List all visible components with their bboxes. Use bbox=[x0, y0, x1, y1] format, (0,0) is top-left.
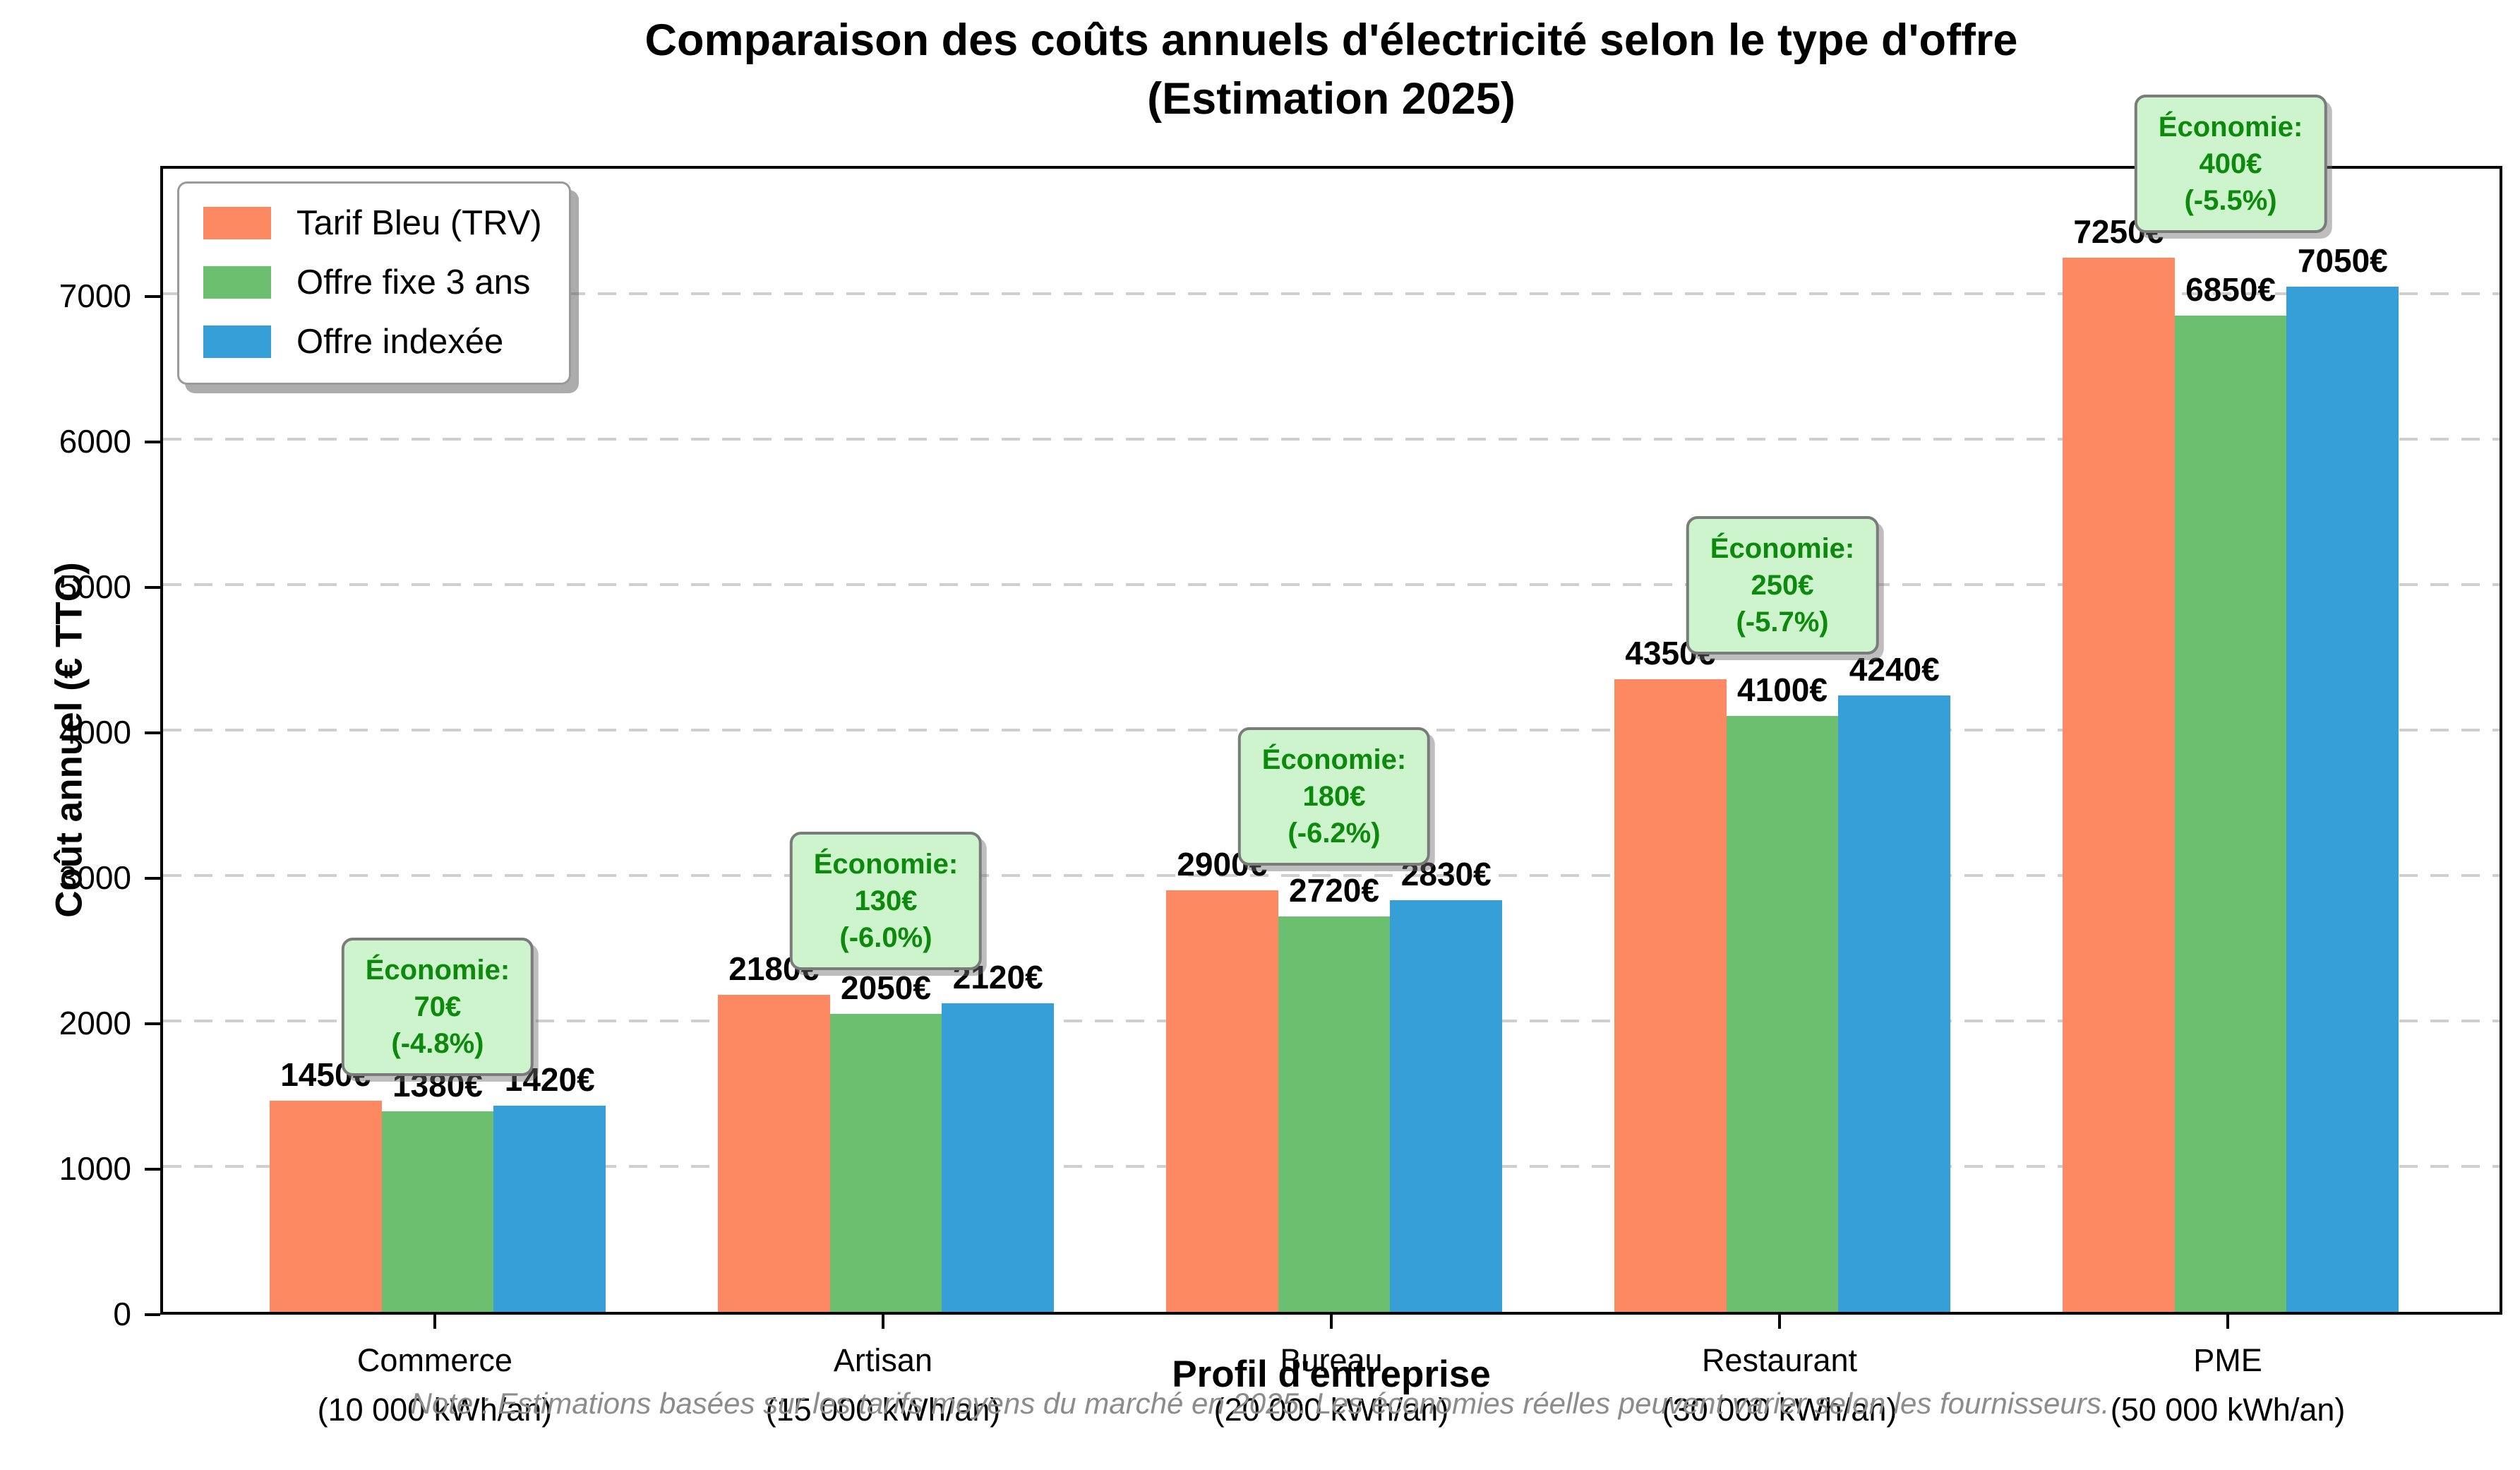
x-tick-label-consumption: (50 000 kWh/an) bbox=[2110, 1391, 2346, 1428]
legend-item-offre-indexee: Offre indexée bbox=[203, 322, 542, 361]
x-tick-mark-restaurant bbox=[1778, 1315, 1782, 1329]
chart-title-line1: Comparaison des coûts annuels d'électric… bbox=[644, 16, 2018, 65]
bar-offre-fixe-3-ans-pme bbox=[2174, 316, 2287, 1312]
x-axis-title: Profil d'entreprise bbox=[1172, 1354, 1491, 1395]
bar-offre-indexee-bureau bbox=[1390, 900, 1503, 1312]
y-tick-mark bbox=[145, 295, 160, 299]
gridline-3000 bbox=[163, 874, 2500, 878]
y-tick-label-4000: 4000 bbox=[59, 714, 131, 751]
bar-offre-indexee-pme bbox=[2286, 287, 2399, 1312]
bar-offre-indexee-commerce bbox=[493, 1105, 606, 1312]
bar-value-label-bureau-offre-fixe-3-ans: 2720€ bbox=[1289, 871, 1379, 909]
x-tick-label-name: PME bbox=[2193, 1342, 2262, 1378]
x-tick-mark-artisan bbox=[881, 1315, 884, 1329]
footnote: Note : Estimations basées sur les tarifs… bbox=[410, 1387, 2110, 1420]
x-tick-label-consumption: (20 000 kWh/an) bbox=[1213, 1391, 1449, 1428]
economy-annotation-amount: 70€ bbox=[414, 991, 462, 1023]
bar-tarif-bleu-trv-commerce bbox=[269, 1101, 382, 1312]
legend-swatch-offre-fixe-3-ans bbox=[203, 266, 271, 299]
economy-annotation-amount: 400€ bbox=[2199, 148, 2262, 179]
economy-annotation-percent: (-5.7%) bbox=[1736, 606, 1829, 638]
legend-label-offre-indexee: Offre indexée bbox=[296, 323, 504, 361]
x-tick-mark-commerce bbox=[433, 1315, 436, 1329]
economy-annotation-title: Économie: bbox=[365, 955, 510, 986]
y-tick-label-1000: 1000 bbox=[59, 1150, 131, 1188]
bar-offre-indexee-artisan bbox=[942, 1003, 1055, 1312]
bar-value-label-pme-offre-indexee: 7050€ bbox=[2297, 242, 2388, 280]
economy-annotation-percent: (-6.2%) bbox=[1288, 817, 1381, 849]
y-tick-label-3000: 3000 bbox=[59, 859, 131, 897]
economy-annotation-title: Économie: bbox=[1261, 743, 1407, 775]
legend-label-tarif-bleu-trv: Tarif Bleu (TRV) bbox=[296, 204, 542, 242]
economy-annotation-commerce: Économie: 70€ (-4.8%) bbox=[341, 938, 534, 1077]
economy-annotation-bureau: Économie: 180€ (-6.2%) bbox=[1237, 727, 1431, 866]
bar-offre-fixe-3-ans-commerce bbox=[381, 1111, 494, 1312]
y-tick-label-6000: 6000 bbox=[59, 423, 131, 460]
bar-tarif-bleu-trv-pme bbox=[2062, 257, 2175, 1312]
legend-swatch-offre-indexee bbox=[203, 325, 271, 358]
bar-offre-fixe-3-ans-restaurant bbox=[1726, 715, 1839, 1312]
x-tick-label-consumption: (10 000 kWh/an) bbox=[317, 1391, 553, 1428]
bar-tarif-bleu-trv-restaurant bbox=[1614, 679, 1727, 1312]
economy-annotation-restaurant: Économie: 250€ (-5.7%) bbox=[1686, 516, 1879, 655]
bar-offre-indexee-restaurant bbox=[1838, 695, 1951, 1312]
bar-value-label-restaurant-offre-fixe-3-ans: 4100€ bbox=[1737, 671, 1828, 708]
y-tick-mark bbox=[145, 1168, 160, 1171]
legend-swatch-tarif-bleu-trv bbox=[203, 207, 271, 239]
chart-title-line2: (Estimation 2025) bbox=[1147, 74, 1516, 124]
x-tick-label-commerce: Commerce (10 000 kWh/an) bbox=[210, 1336, 659, 1435]
x-tick-label-name: Artisan bbox=[833, 1342, 932, 1378]
bar-tarif-bleu-trv-bureau bbox=[1165, 890, 1278, 1312]
economy-annotation-title: Économie: bbox=[2158, 111, 2303, 143]
y-tick-mark bbox=[145, 441, 160, 444]
y-tick-label-0: 0 bbox=[113, 1296, 131, 1332]
x-tick-label-consumption: (15 000 kWh/an) bbox=[765, 1391, 1001, 1428]
legend: Tarif Bleu (TRV) Offre fixe 3 ans Offre in… bbox=[177, 181, 571, 385]
y-tick-mark bbox=[145, 731, 160, 735]
bar-value-label-pme-offre-fixe-3-ans: 6850€ bbox=[2185, 271, 2276, 309]
plot-area: Tarif Bleu (TRV) Offre fixe 3 ans Offre in… bbox=[160, 94, 2502, 1315]
economy-annotation-percent: (-5.5%) bbox=[2184, 184, 2277, 216]
x-tick-label-consumption: (30 000 kWh/an) bbox=[1662, 1391, 1897, 1428]
y-tick-mark bbox=[145, 586, 160, 590]
economy-annotation-percent: (-6.0%) bbox=[839, 922, 932, 954]
economy-annotation-pme: Économie: 400€ (-5.5%) bbox=[2134, 94, 2327, 233]
bar-offre-fixe-3-ans-bureau bbox=[1278, 916, 1391, 1312]
x-tick-mark-bureau bbox=[1330, 1315, 1333, 1329]
y-tick-mark bbox=[145, 877, 160, 880]
economy-annotation-amount: 130€ bbox=[854, 885, 918, 917]
gridline-7000 bbox=[163, 292, 2500, 296]
y-tick-label-2000: 2000 bbox=[59, 1005, 131, 1042]
x-tick-label-restaurant: Restaurant (30 000 kWh/an) bbox=[1556, 1336, 2004, 1435]
bar-value-label-artisan-offre-fixe-3-ans: 2050€ bbox=[841, 969, 931, 1006]
bar-offre-fixe-3-ans-artisan bbox=[829, 1013, 942, 1312]
legend-item-offre-fixe-3-ans: Offre fixe 3 ans bbox=[203, 263, 542, 302]
bar-value-label-restaurant-offre-indexee: 4240€ bbox=[1849, 650, 1940, 688]
legend-item-tarif-bleu-trv: Tarif Bleu (TRV) bbox=[203, 203, 542, 243]
gridline-5000 bbox=[163, 583, 2500, 587]
gridline-6000 bbox=[163, 438, 2500, 441]
x-tick-label-name: Bureau bbox=[1280, 1342, 1383, 1378]
y-tick-label-5000: 5000 bbox=[59, 568, 131, 606]
bar-tarif-bleu-trv-artisan bbox=[717, 995, 830, 1312]
economy-annotation-title: Économie: bbox=[1710, 533, 1855, 565]
economy-annotation-amount: 250€ bbox=[1751, 570, 1814, 602]
x-tick-label-bureau: Bureau (20 000 kWh/an) bbox=[1107, 1336, 1555, 1435]
legend-label-offre-fixe-3-ans: Offre fixe 3 ans bbox=[296, 263, 531, 301]
y-tick-label-7000: 7000 bbox=[59, 277, 131, 315]
y-tick-mark bbox=[145, 1313, 160, 1316]
y-tick-mark bbox=[145, 1022, 160, 1026]
economy-annotation-artisan: Économie: 130€ (-6.0%) bbox=[789, 832, 983, 971]
chart-title: Comparaison des coûts annuels d'électric… bbox=[160, 11, 2502, 129]
x-tick-label-artisan: Artisan (15 000 kWh/an) bbox=[659, 1336, 1107, 1435]
economy-annotation-title: Économie: bbox=[813, 849, 959, 880]
x-tick-mark-pme bbox=[2226, 1315, 2230, 1329]
economy-annotation-percent: (-4.8%) bbox=[391, 1028, 484, 1060]
x-tick-label-name: Restaurant bbox=[1701, 1342, 1858, 1378]
x-tick-label-pme: PME (50 000 kWh/an) bbox=[2004, 1336, 2452, 1435]
x-tick-label-name: Commerce bbox=[356, 1342, 512, 1378]
economy-annotation-amount: 180€ bbox=[1302, 780, 1366, 812]
